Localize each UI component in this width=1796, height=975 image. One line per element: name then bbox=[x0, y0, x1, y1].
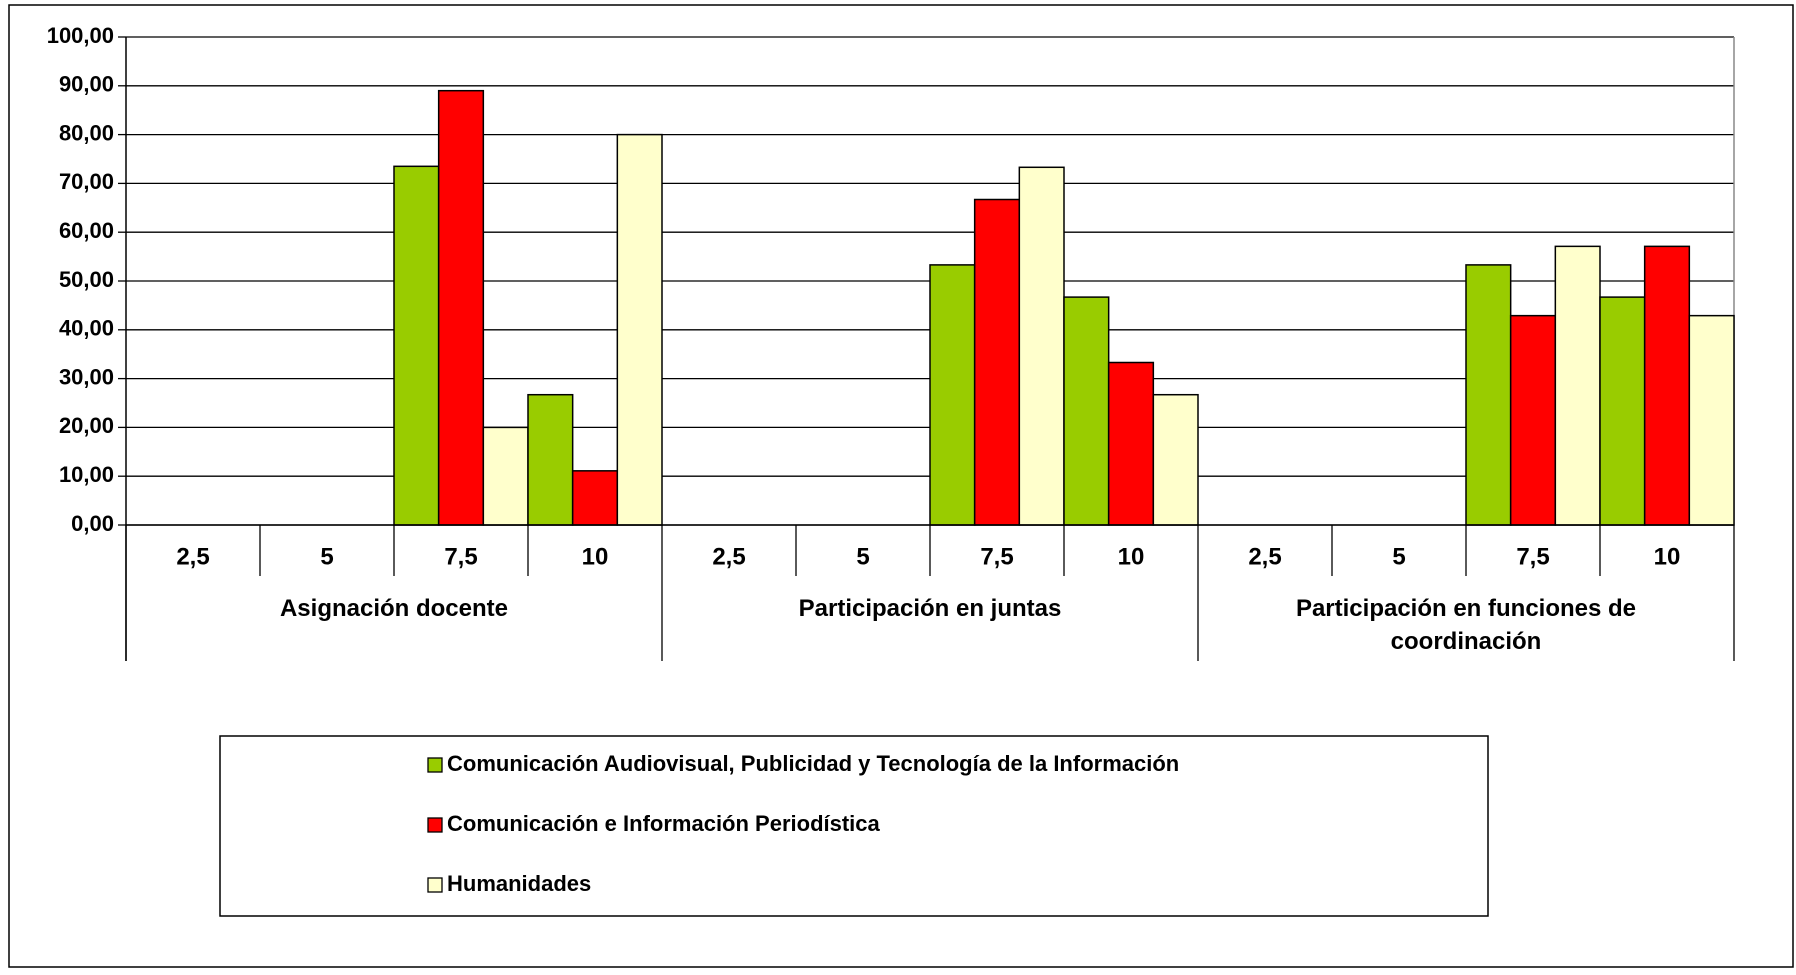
x-tick-label: 5 bbox=[320, 543, 333, 570]
group-label-box: Participación en funciones de coordinaci… bbox=[1295, 595, 1637, 655]
bar bbox=[482, 426, 529, 526]
y-tick-label: 100,00 bbox=[47, 23, 114, 48]
y-tick-label: 80,00 bbox=[59, 120, 114, 145]
group-label: Participación en funciones de coordinaci… bbox=[1295, 595, 1637, 655]
x-tick-label: 7,5 bbox=[1516, 543, 1549, 570]
legend-swatch bbox=[427, 817, 443, 833]
bar bbox=[616, 133, 663, 526]
legend-label: Humanidades bbox=[447, 871, 591, 896]
group-label-box: Participación en juntas bbox=[798, 595, 1062, 622]
x-tick-label: 10 bbox=[582, 543, 609, 570]
bar bbox=[393, 165, 440, 526]
bar bbox=[929, 264, 976, 526]
y-tick-label: 30,00 bbox=[59, 364, 114, 389]
x-tick-label: 2,5 bbox=[1248, 543, 1281, 570]
y-tick-label: 10,00 bbox=[59, 462, 114, 487]
x-tick-label: 10 bbox=[1118, 543, 1145, 570]
group-label-box: Asignación docente bbox=[279, 595, 509, 622]
bar bbox=[571, 470, 619, 526]
bar bbox=[1643, 245, 1691, 526]
x-tick-label: 7,5 bbox=[980, 543, 1013, 570]
y-tick-label: 0,00 bbox=[71, 511, 114, 536]
bar bbox=[437, 89, 485, 526]
x-tick-label: 10 bbox=[1654, 543, 1681, 570]
bar bbox=[1688, 314, 1735, 526]
bar bbox=[973, 198, 1021, 526]
y-tick-label: 60,00 bbox=[59, 218, 114, 243]
bar bbox=[1018, 166, 1065, 526]
legend-label: Comunicación e Información Periodística bbox=[447, 811, 881, 836]
x-tick-label: 5 bbox=[856, 543, 869, 570]
group-label: Asignación docente bbox=[279, 595, 509, 622]
bar bbox=[1599, 296, 1646, 526]
bar bbox=[1107, 361, 1155, 526]
bar bbox=[1465, 264, 1512, 526]
y-tick-label: 70,00 bbox=[59, 169, 114, 194]
group-label: Participación en juntas bbox=[798, 595, 1062, 622]
x-tick-label: 2,5 bbox=[712, 543, 745, 570]
legend-swatch bbox=[427, 877, 443, 893]
y-tick-label: 20,00 bbox=[59, 413, 114, 438]
x-tick-label: 5 bbox=[1392, 543, 1405, 570]
y-tick-label: 50,00 bbox=[59, 267, 114, 292]
y-tick-label: 90,00 bbox=[59, 72, 114, 97]
bar bbox=[1554, 245, 1601, 526]
x-tick-label: 2,5 bbox=[176, 543, 209, 570]
bar bbox=[1063, 296, 1110, 526]
bar bbox=[527, 393, 574, 526]
bar bbox=[1152, 393, 1199, 526]
legend-swatch bbox=[427, 757, 443, 773]
x-tick-label: 7,5 bbox=[444, 543, 477, 570]
legend-label: Comunicación Audiovisual, Publicidad y T… bbox=[447, 751, 1179, 776]
bar bbox=[1509, 314, 1557, 526]
y-tick-label: 40,00 bbox=[59, 316, 114, 341]
